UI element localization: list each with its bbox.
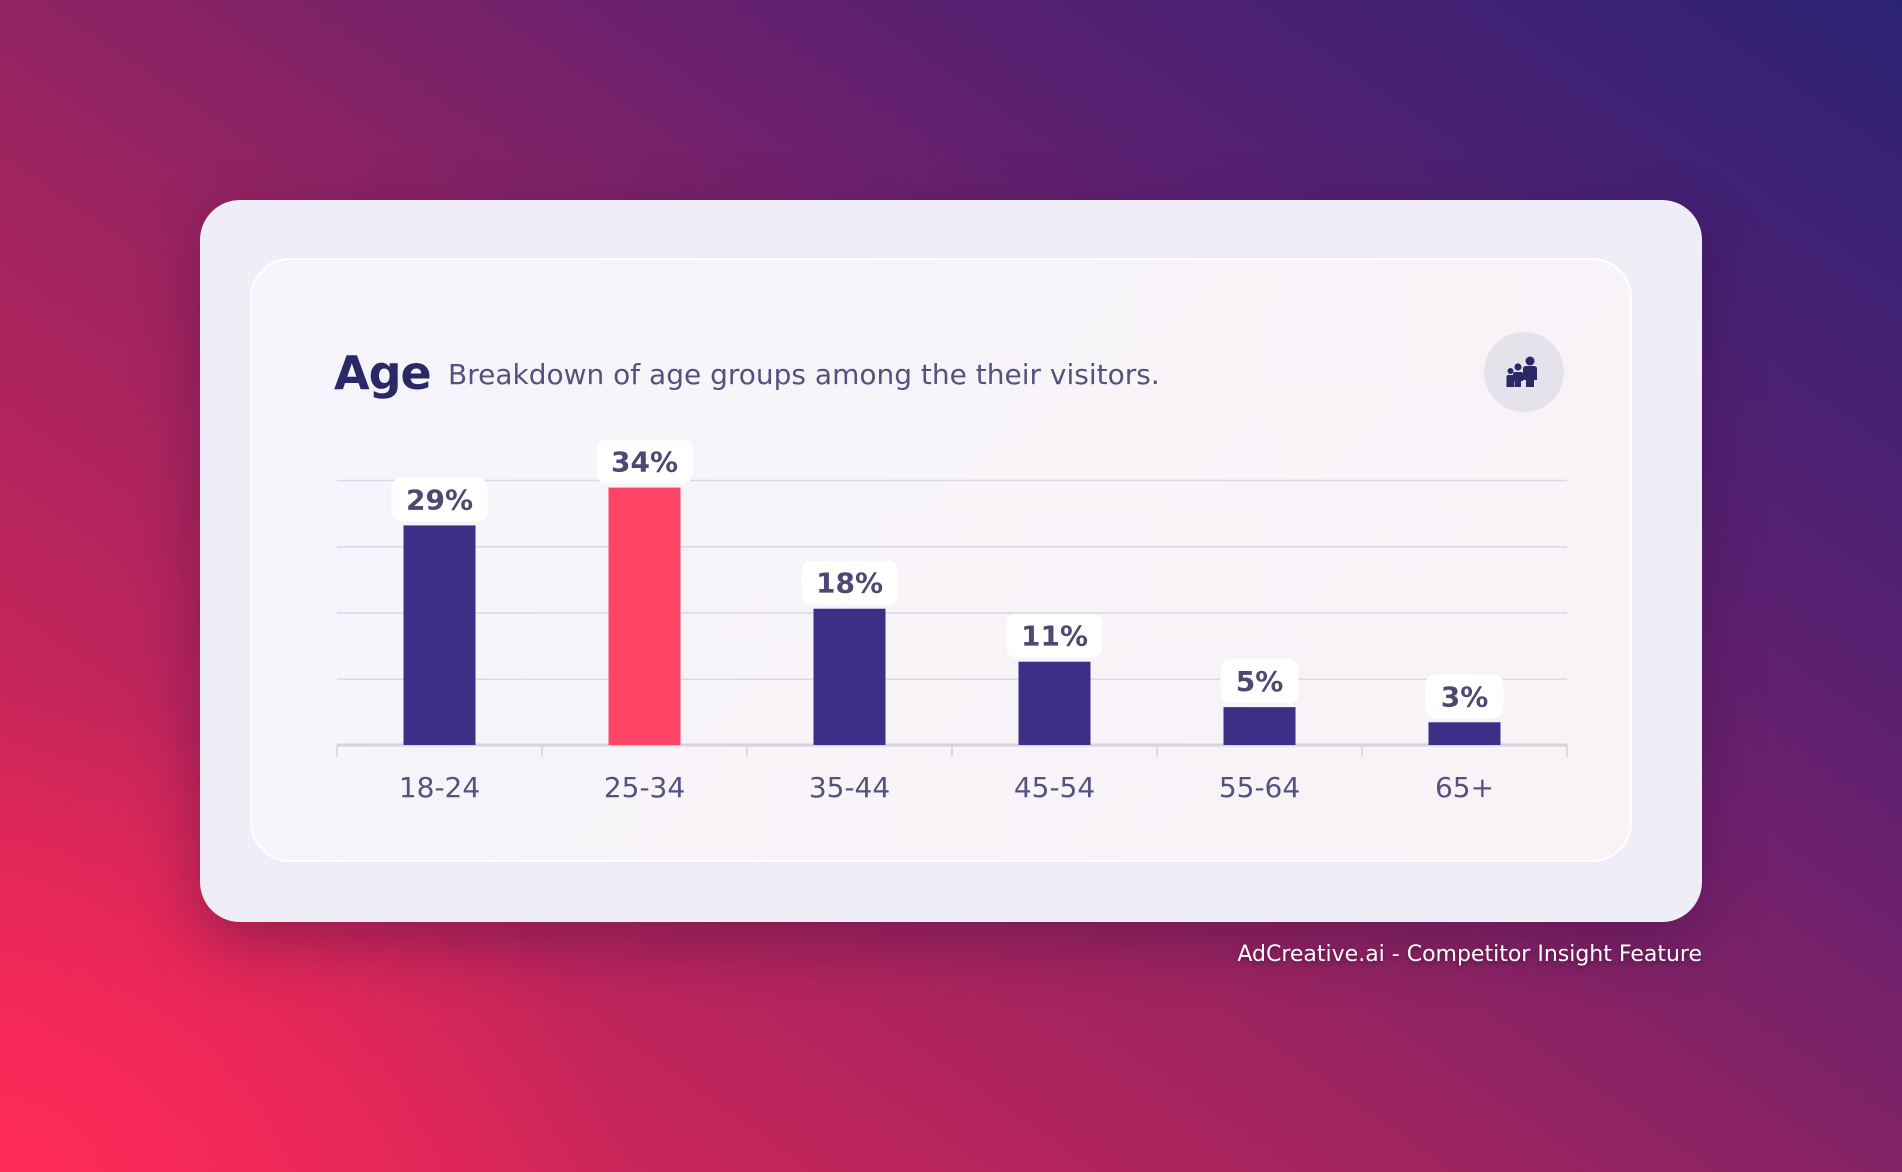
chart-title: Age (334, 346, 432, 400)
category-label: 25-34 (604, 771, 685, 804)
value-label: 29% (406, 483, 473, 516)
footer-credit: AdCreative.ai - Competitor Insight Featu… (1237, 942, 1702, 967)
bar-25-34[interactable] (608, 487, 681, 745)
value-label: 5% (1236, 665, 1284, 698)
value-label-bubble (596, 439, 693, 484)
value-label-bubble (1006, 613, 1103, 658)
value-label: 18% (816, 567, 883, 600)
value-label-bubble (391, 477, 488, 522)
chart-subtitle: Breakdown of age groups among the their … (448, 358, 1160, 391)
category-label: 65+ (1435, 771, 1494, 804)
value-label: 34% (611, 446, 678, 479)
bar-45-54[interactable] (1018, 661, 1091, 745)
category-label: 55-64 (1219, 771, 1300, 804)
value-label-bubble (1425, 674, 1504, 719)
family-icon (1506, 356, 1537, 387)
chart-panel: Age Breakdown of age groups among the th… (250, 258, 1632, 862)
age-bar-chart: 29% 18-24 34% 25-34 18% 35-44 11% 45-54 5% 55-64 3… (336, 439, 1568, 804)
bar-18-24[interactable] (403, 525, 476, 745)
category-label: 45-54 (1014, 771, 1095, 804)
category-label: 18-24 (399, 771, 480, 804)
category-label: 35-44 (809, 771, 890, 804)
chart-card: Age Breakdown of age groups among the th… (200, 200, 1702, 922)
value-label-bubble (1220, 659, 1299, 704)
bar-55-64[interactable] (1223, 707, 1296, 745)
value-label-bubble (801, 560, 898, 605)
bar-65+[interactable] (1428, 722, 1501, 745)
family-icon-button[interactable] (1484, 332, 1564, 412)
value-label: 11% (1021, 620, 1088, 653)
value-label: 3% (1441, 680, 1489, 713)
bar-35-44[interactable] (813, 608, 886, 745)
